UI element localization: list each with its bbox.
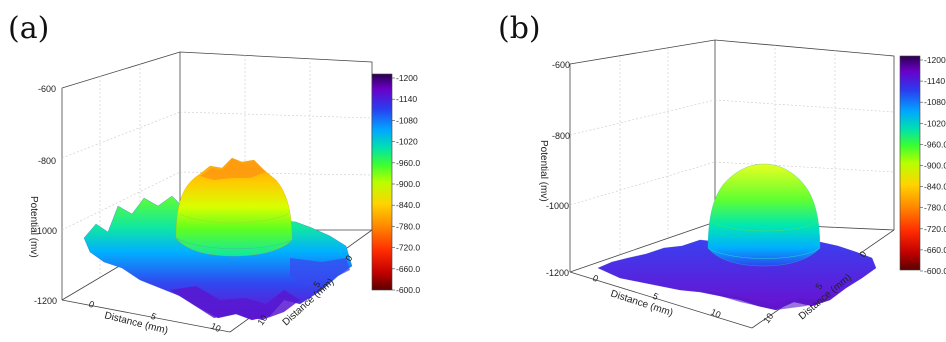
- colorbar-label: -1200: [396, 73, 418, 83]
- x-tick: 5: [149, 311, 158, 322]
- colorbar-label: -1020: [396, 137, 418, 147]
- surface-low-region: [290, 258, 350, 286]
- x-tick: 5: [651, 291, 660, 302]
- colorbar-label: -600.0: [396, 285, 420, 295]
- panel-b-surface: [597, 163, 877, 311]
- colorbar-label: -720.0: [396, 243, 420, 253]
- colorbar-label: -1080: [924, 97, 946, 107]
- colorbar-labels: -1200 -1140 -1080 -1020 -960.0 -900.0 -840.0 -7…: [920, 55, 946, 276]
- z-tick: -800: [38, 156, 56, 166]
- panel-a-z-ticks: -600 -800 -1000 -1200: [34, 84, 57, 306]
- colorbar-label: -1140: [396, 94, 417, 104]
- colorbar-label: -780.0: [924, 203, 946, 213]
- panel-b-z-label: Potential (mv): [538, 140, 549, 202]
- y-tick: 5: [311, 279, 322, 289]
- x-tick: 10: [709, 307, 722, 320]
- y-tick: 5: [813, 281, 824, 291]
- surface-dome: [707, 163, 821, 267]
- colorbar-label: -960.0: [924, 139, 946, 149]
- colorbar-label: -780.0: [396, 221, 420, 231]
- y-tick: 0: [343, 253, 354, 263]
- panel-b-label: (b): [498, 11, 541, 46]
- colorbar-label: -840.0: [924, 182, 946, 192]
- z-tick: -800: [552, 131, 570, 141]
- colorbar-label: -900.0: [396, 179, 420, 189]
- colorbar-label: -1080: [396, 115, 418, 125]
- panel-a-z-label: Potential (mv): [28, 196, 39, 258]
- colorbar-label: -720.0: [924, 224, 946, 234]
- colorbar-label: -960.0: [396, 158, 420, 168]
- z-tick: -1200: [546, 268, 569, 278]
- z-tick: -600: [38, 84, 56, 94]
- colorbar-label: -660.0: [924, 245, 946, 255]
- panel-b-x-label: Distance (mm): [609, 288, 674, 319]
- z-tick: -1200: [34, 296, 57, 306]
- y-tick: 0: [857, 249, 868, 259]
- panel-b: (b) -600 -800 -1000 -1200 Potential (mv): [498, 11, 946, 329]
- panel-a: (a) -600 -800 -1000 -1200 Po: [8, 11, 420, 337]
- surface-dome-cap: [200, 160, 266, 180]
- panel-b-colorbar: -1200 -1140 -1080 -1020 -960.0 -900.0 -840.0 -7…: [899, 55, 946, 276]
- colorbar-label: -1200: [924, 55, 946, 65]
- panel-b-z-ticks: -600 -800 -1000 -1200: [546, 60, 570, 278]
- x-tick: 10: [209, 321, 222, 334]
- z-tick: -1000: [34, 226, 57, 236]
- colorbar-ramp: [371, 73, 393, 291]
- colorbar-labels: -1200 -1140 -1080 -1020 -960.0 -900.0 -840.0 -7…: [392, 73, 420, 295]
- colorbar-label: -900.0: [924, 161, 946, 171]
- panel-a-colorbar: -1200 -1140 -1080 -1020 -960.0 -900.0 -840.0 -7…: [371, 73, 420, 295]
- y-tick: 10: [761, 311, 775, 325]
- z-tick: -1000: [546, 201, 569, 211]
- z-tick: -600: [552, 60, 570, 70]
- surface-low-region: [700, 290, 820, 310]
- panel-a-label: (a): [8, 11, 49, 46]
- surface-low-region: [170, 286, 300, 320]
- y-tick: 10: [255, 313, 269, 327]
- colorbar-label: -600.0: [924, 266, 946, 276]
- colorbar-label: -660.0: [396, 264, 420, 274]
- colorbar-label: -1140: [924, 76, 945, 86]
- x-tick: 0: [87, 299, 96, 310]
- colorbar-label: -1020: [924, 118, 946, 128]
- colorbar-label: -840.0: [396, 200, 420, 210]
- colorbar-ramp: [899, 55, 921, 271]
- panel-a-surface: [83, 157, 353, 321]
- x-tick: 0: [591, 273, 600, 284]
- surface-dome: [175, 157, 293, 257]
